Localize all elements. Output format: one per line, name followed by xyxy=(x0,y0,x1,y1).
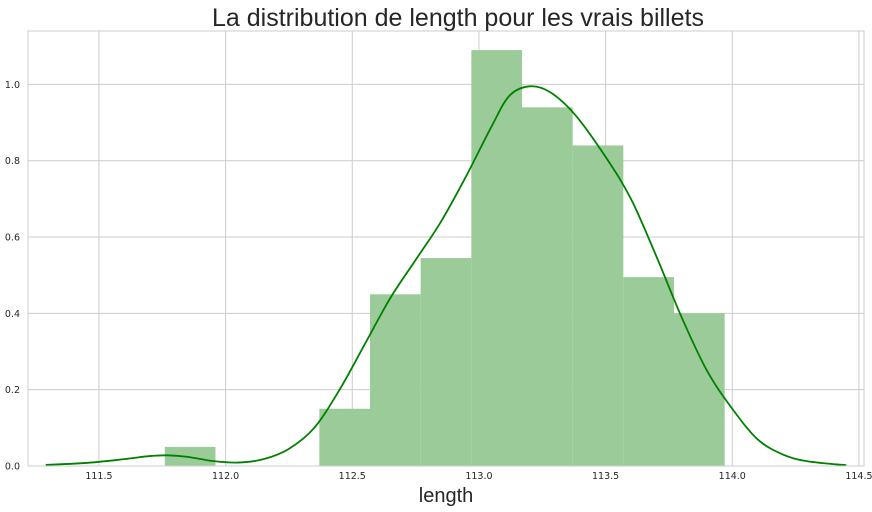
y-tick-label: 0.0 xyxy=(5,462,20,473)
axes-border xyxy=(27,30,865,467)
y-tick-label: 0.4 xyxy=(5,309,20,320)
x-tick-label: 112.0 xyxy=(212,471,239,482)
x-tick-label: 114.0 xyxy=(719,471,746,482)
histogram-bar xyxy=(420,258,472,466)
x-tick-label: 113.5 xyxy=(592,471,619,482)
axes-frame xyxy=(27,30,865,467)
x-tick-label: 111.5 xyxy=(85,471,112,482)
x-tick-labels: 111.5 112.0 112.5 113.0 113.5 114.0 114.5 xyxy=(85,471,872,482)
x-axis-label: length xyxy=(419,485,474,507)
histogram-bar xyxy=(471,50,522,466)
histogram-bar xyxy=(674,313,725,466)
histogram-bar xyxy=(370,294,421,466)
bars-layer xyxy=(164,50,725,466)
y-tick-labels: 0.0 0.2 0.4 0.6 0.8 1.0 xyxy=(5,80,20,473)
kde-layer xyxy=(45,85,847,467)
x-tick-label: 112.5 xyxy=(339,471,366,482)
x-tick-label: 114.5 xyxy=(845,471,872,482)
y-tick-label: 0.8 xyxy=(5,156,20,167)
kde-curve xyxy=(45,85,847,467)
y-tick-label: 1.0 xyxy=(5,80,20,91)
x-tick-label: 113.0 xyxy=(465,471,492,482)
y-tick-label: 0.6 xyxy=(5,233,20,244)
histogram-bar xyxy=(623,277,674,466)
histogram-bar xyxy=(319,408,370,466)
chart-title: La distribution de length pour les vrais… xyxy=(212,4,704,32)
y-tick-label: 0.2 xyxy=(5,385,20,396)
histogram-bar xyxy=(572,145,624,466)
histogram-bar xyxy=(522,107,573,466)
